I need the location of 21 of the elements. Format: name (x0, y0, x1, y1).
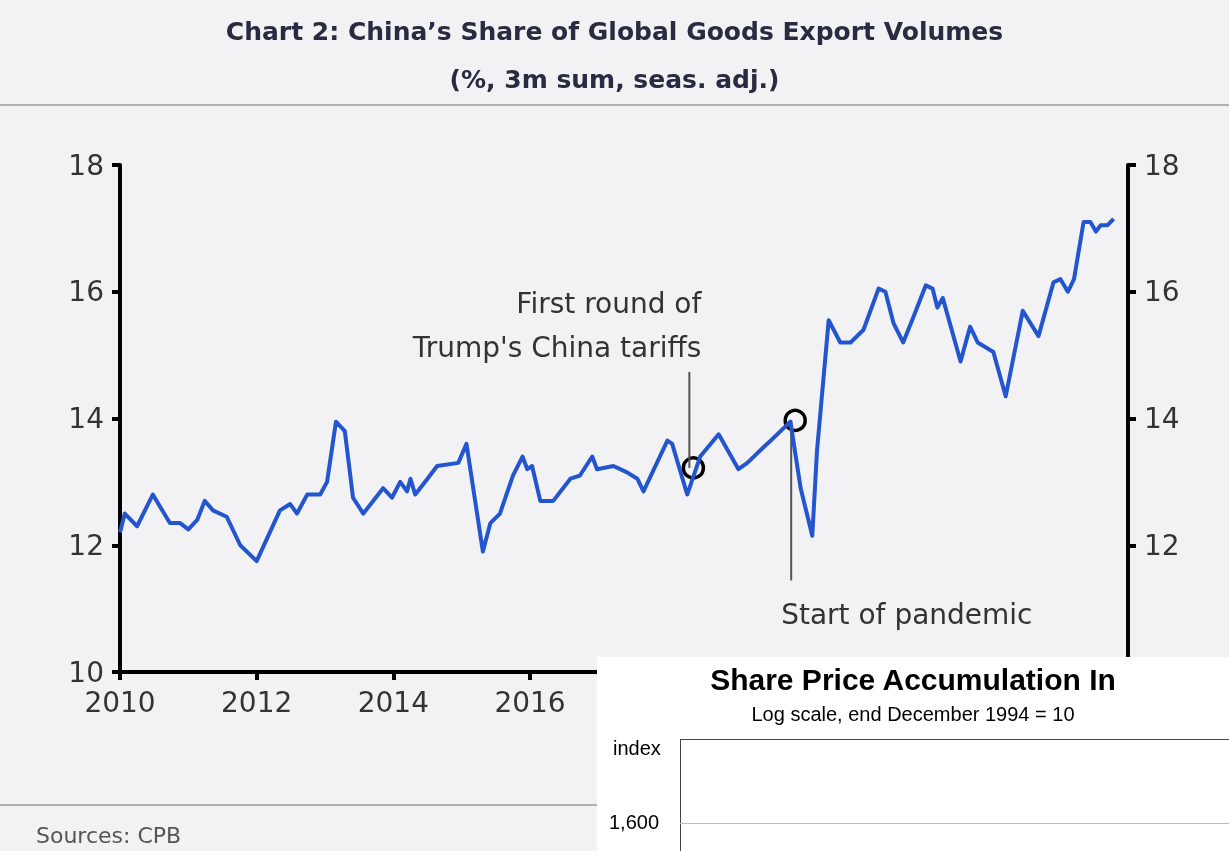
x-tick-label: 2014 (357, 685, 429, 719)
line-series (118, 216, 1116, 564)
text: Log scale, end December 1994 = 10 (750, 703, 1076, 726)
y-tick-label: 18 (68, 148, 104, 182)
y-tick-label: 16 (68, 275, 104, 309)
y-tick-label: 14 (68, 402, 104, 435)
text: 1,600 (609, 811, 660, 834)
x-tick-label: 2016 (494, 685, 566, 719)
text: index (613, 737, 661, 760)
chart-title: Chart 2: China’s Share of Global Goods Export Volumes (225, 17, 1004, 46)
annotation: Start of pandemic (781, 597, 1033, 631)
text: Share Price Accumulation In (709, 663, 1117, 697)
y2-tick-label: 18 (1144, 148, 1180, 182)
y2-tick-label: 12 (1144, 528, 1180, 562)
y2-tick-label: 16 (1144, 275, 1180, 309)
y2-tick-label: 14 (1144, 402, 1180, 435)
x-tick-label: 2012 (221, 685, 293, 719)
source-note: Sources: CPB (36, 822, 182, 848)
chart-subtitle: (%, 3m sum, seas. adj.) (449, 65, 780, 94)
annotation: First round of Trump's China tariffs (411, 287, 703, 365)
y-tick-label: 12 (68, 528, 104, 562)
